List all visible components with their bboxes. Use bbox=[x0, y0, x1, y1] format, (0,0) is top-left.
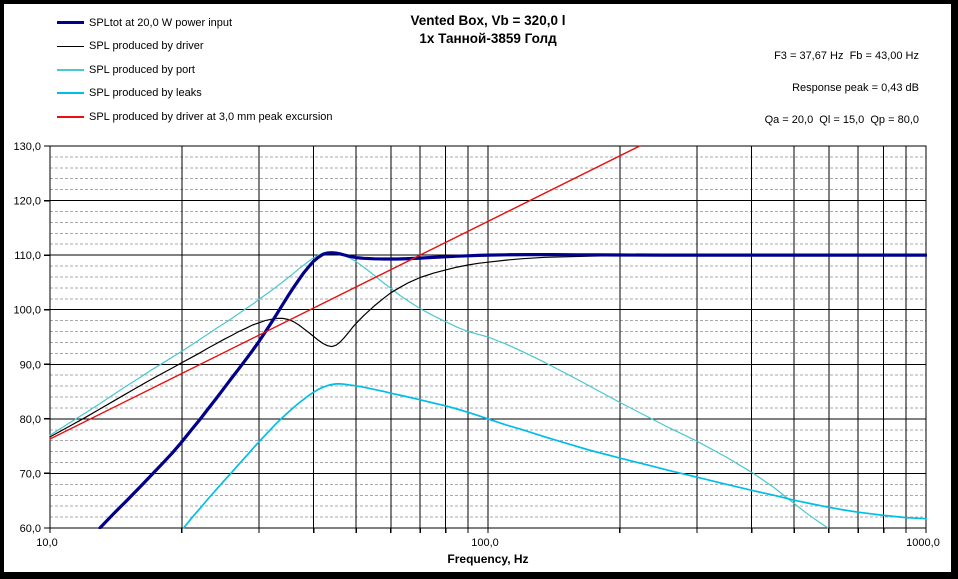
legend-item-driver: SPL produced by driver bbox=[57, 35, 333, 59]
y-tick-label: 130,0 bbox=[13, 141, 41, 153]
chart-subtitle: 1x Танной-3859 Голд bbox=[419, 31, 557, 46]
curve-driver bbox=[49, 254, 927, 438]
curve-leaks bbox=[182, 383, 927, 529]
y-tick-label: 80,0 bbox=[20, 414, 41, 426]
x-tick-label: 10,0 bbox=[36, 537, 57, 549]
y-tick-label: 120,0 bbox=[13, 196, 41, 208]
x-tick-label: 1000,0 bbox=[906, 537, 940, 549]
legend-item-leaks: SPL produced by leaks bbox=[57, 82, 333, 106]
info-q-values: Qa = 20,0 Ql = 15,0 Qp = 80,0 bbox=[764, 114, 919, 126]
y-tick-label: 70,0 bbox=[20, 468, 41, 480]
legend-line-swatch bbox=[57, 116, 84, 118]
legend-label: SPL produced by driver at 3,0 mm peak ex… bbox=[89, 110, 333, 123]
y-tick-label: 100,0 bbox=[13, 305, 41, 317]
legend-label: SPL produced by port bbox=[89, 63, 195, 76]
y-tick-label: 60,0 bbox=[20, 523, 41, 535]
info-panel: F3 = 37,67 Hz Fb = 43,00 Hz Response pea… bbox=[765, 50, 919, 146]
legend-label: SPLtot at 20,0 W power input bbox=[89, 16, 233, 29]
legend-line-swatch bbox=[57, 21, 84, 25]
x-axis-title: Frequency, Hz bbox=[447, 552, 529, 566]
legend-item-spltot: SPLtot at 20,0 W power input bbox=[57, 11, 333, 35]
chart-title: Vented Box, Vb = 320,0 l bbox=[410, 13, 566, 28]
info-f3-fb: F3 = 37,67 Hz Fb = 43,00 Hz bbox=[774, 50, 919, 62]
x-tick-label: 100,0 bbox=[471, 537, 499, 549]
legend-item-port: SPL produced by port bbox=[57, 58, 333, 82]
legend-label: SPL produced by leaks bbox=[89, 87, 202, 100]
y-tick-label: 90,0 bbox=[20, 359, 41, 371]
curve-spltot bbox=[98, 251, 927, 529]
info-response-peak: Response peak = 0,43 dB bbox=[792, 82, 919, 94]
curve-excursion-limit bbox=[49, 145, 641, 440]
legend-label: SPL produced by driver bbox=[89, 40, 204, 53]
legend-line-swatch bbox=[57, 45, 84, 47]
y-tick-label: 110,0 bbox=[14, 250, 41, 262]
legend-item-excursion-limit: SPL produced by driver at 3,0 mm peak ex… bbox=[57, 105, 333, 129]
legend: SPLtot at 20,0 W power input SPL produced… bbox=[57, 11, 333, 129]
curve-port bbox=[49, 251, 829, 529]
legend-line-swatch bbox=[57, 69, 84, 71]
plot-frame bbox=[49, 145, 927, 529]
legend-line-swatch bbox=[57, 92, 84, 95]
title-block: Vented Box, Vb = 320,0 l 1x Танной-3859 … bbox=[188, 12, 788, 48]
